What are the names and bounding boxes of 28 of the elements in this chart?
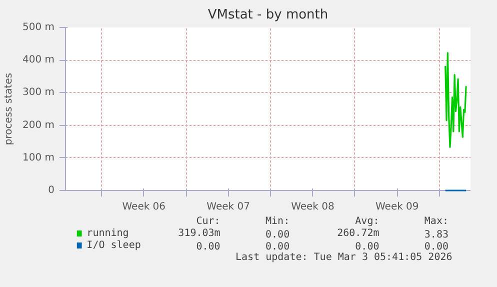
y-tick-label: 300 m <box>22 87 55 98</box>
legend-label: running <box>86 228 129 239</box>
text: 0.00 <box>355 242 380 252</box>
text: Avg: <box>355 216 380 227</box>
y-tick-label: 200 m <box>22 120 55 131</box>
x-tick-label: Week 08 <box>291 202 334 212</box>
y-tick-label: 400 m <box>22 54 55 66</box>
x-tick-label: Week 07 <box>206 202 250 212</box>
line-series <box>444 52 467 148</box>
y-axis-title: process states <box>3 72 14 146</box>
x-tick-label: Week 09 <box>375 202 419 212</box>
chart-title: VMstat - by month <box>208 8 328 22</box>
text: 0.00 <box>266 230 290 240</box>
text: 0.00 <box>266 242 290 252</box>
text: Min: <box>266 216 290 227</box>
text: 0.00 <box>424 242 449 252</box>
text: 319.03m <box>178 228 220 239</box>
y-tick-label: 0 <box>48 185 55 196</box>
text: 3.83 <box>424 230 449 240</box>
text: 260.72m <box>337 228 380 239</box>
text: Max: <box>424 216 449 227</box>
y-tick-label: 500 m <box>22 22 55 33</box>
text: Cur: <box>196 216 220 227</box>
text: 0.00 <box>196 242 220 252</box>
x-tick-label: Week 06 <box>122 202 166 212</box>
text: Last update: Tue Mar 3 05:41:05 2026 <box>236 252 452 263</box>
y-tick-label: 100 m <box>22 152 55 164</box>
legend-label: I/O sleep <box>86 240 141 251</box>
